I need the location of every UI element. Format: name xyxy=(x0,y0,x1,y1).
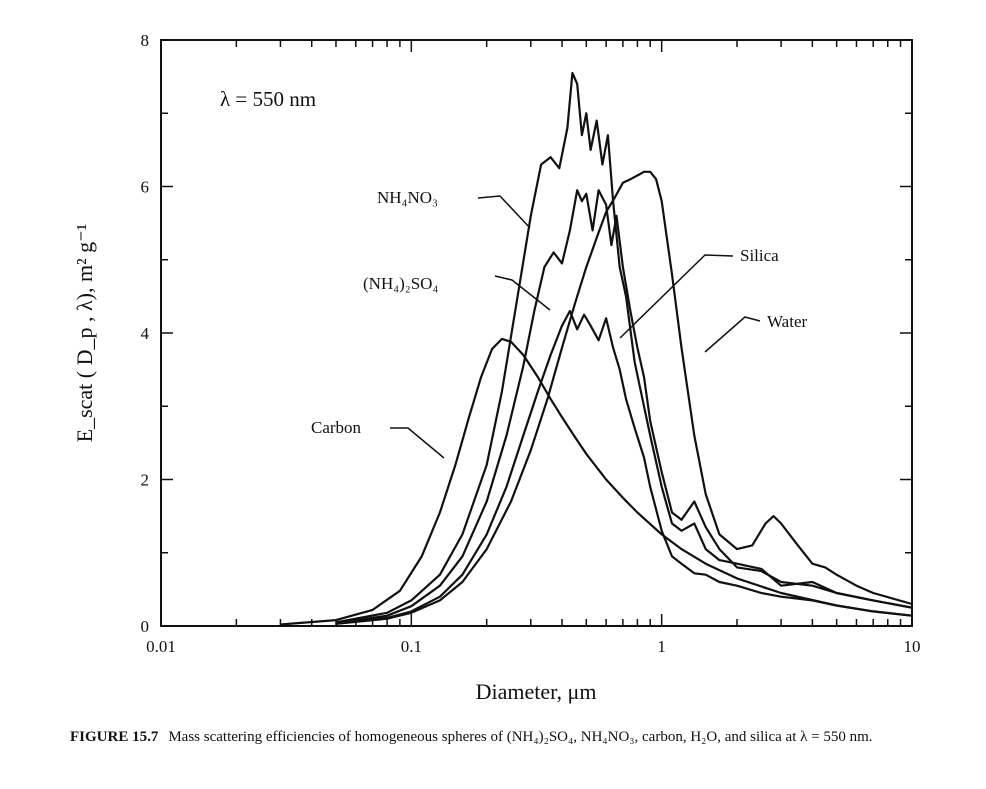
series-line-3 xyxy=(335,309,913,625)
series-line-1 xyxy=(335,71,913,624)
series-lines xyxy=(280,71,913,626)
x-tick-label: 1 xyxy=(657,637,666,656)
y-tick-label: 6 xyxy=(141,178,150,197)
label-water: Water xyxy=(767,312,807,331)
x-axis-title: Diameter, μm xyxy=(476,679,597,704)
figure-caption-text: Mass scattering efficiencies of homogene… xyxy=(168,729,873,745)
figure-number: FIGURE 15.7 xyxy=(70,729,159,745)
label-carbon: Carbon xyxy=(311,418,362,437)
series-line-4 xyxy=(335,170,913,625)
x-tick-label: 0.01 xyxy=(146,637,176,656)
x-tick-label: 10 xyxy=(904,637,921,656)
axis-tick-labels: 0.01 0.1 1 10 0 2 4 6 8 xyxy=(141,31,921,656)
leader-carbon xyxy=(390,427,445,459)
x-tick-label: 0.1 xyxy=(401,637,422,656)
figure-caption: FIGURE 15.7 Mass scattering efficiencies … xyxy=(70,727,950,748)
wavelength-annotation: λ = 550 nm xyxy=(220,87,316,111)
leader-silica xyxy=(619,254,734,339)
y-tick-label: 8 xyxy=(141,31,150,50)
y-tick-label: 2 xyxy=(141,471,150,490)
leader-water xyxy=(704,316,761,353)
series-line-2 xyxy=(335,189,913,625)
label-nh4so4: (NH₄)₂SO₄ xyxy=(363,274,438,293)
y-axis-title: E_scat ( D_p , λ), m² g⁻¹ xyxy=(72,224,97,443)
y-axis-title-group: E_scat ( D_p , λ), m² g⁻¹ xyxy=(72,224,97,443)
y-tick-label: 4 xyxy=(141,324,150,343)
label-nh4no3: NH₄NO₃ xyxy=(377,188,438,207)
leader-nh4so4 xyxy=(494,275,551,311)
y-tick-label: 0 xyxy=(141,617,150,636)
label-silica: Silica xyxy=(740,246,779,265)
plot-frame xyxy=(160,39,913,627)
series-line-0 xyxy=(280,337,913,626)
leader-nh4no3 xyxy=(477,195,531,229)
axis-ticks xyxy=(160,39,912,627)
